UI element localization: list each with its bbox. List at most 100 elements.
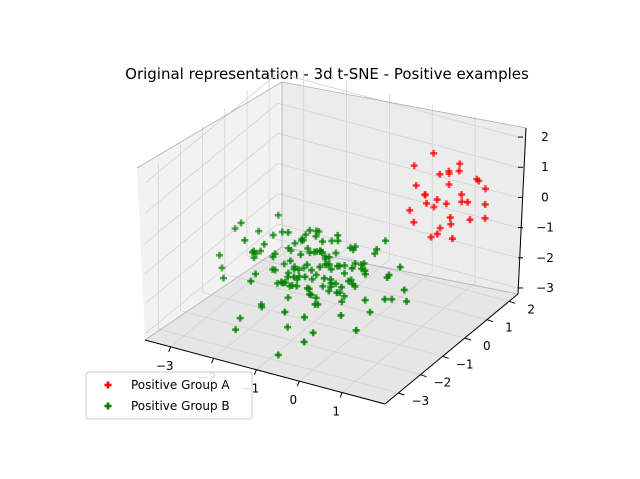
- group-b-point: [293, 282, 301, 290]
- group-b-point: [327, 265, 335, 273]
- y-grid-line: [158, 328, 399, 394]
- group-b-point: [396, 263, 404, 271]
- z-tick-label: 1: [541, 160, 549, 174]
- group-b-point: [403, 297, 411, 305]
- group-a-point: [473, 175, 481, 183]
- group-b-point: [352, 326, 360, 334]
- x-tick-label: 0: [289, 393, 297, 407]
- group-b-point: [303, 284, 311, 292]
- z-tick-label: −1: [536, 221, 554, 235]
- group-b-point: [284, 269, 292, 277]
- group-b-point: [347, 276, 355, 284]
- group-a-point: [466, 216, 474, 224]
- group-b-point: [247, 277, 255, 285]
- group-b-point: [320, 274, 328, 282]
- z-grid-line: [144, 223, 279, 335]
- group-b-point: [274, 211, 282, 219]
- group-b-point: [286, 257, 294, 265]
- x-grid-line: [299, 270, 433, 382]
- group-b-point: [327, 283, 335, 291]
- group-b-point: [300, 338, 308, 346]
- group-b-point: [252, 249, 260, 257]
- group-b-point: [340, 292, 348, 300]
- y-axis-line: [384, 293, 519, 405]
- group-a-point: [421, 191, 429, 199]
- group-b-point: [312, 232, 320, 240]
- group-b-point: [361, 266, 369, 274]
- group-b-point: [297, 251, 305, 259]
- legend-marker-group-a: [104, 381, 112, 389]
- group-b-point: [302, 231, 310, 239]
- z-grid-line: [277, 72, 519, 138]
- group-b-point: [260, 240, 268, 248]
- group-a-point: [442, 200, 450, 208]
- y-tick-mark: [398, 392, 405, 396]
- group-b-point: [248, 248, 256, 256]
- group-a-point: [455, 167, 463, 175]
- group-b-point: [325, 287, 333, 295]
- group-b-point: [284, 273, 292, 281]
- group-b-point: [332, 280, 340, 288]
- y-tick-label: −3: [411, 394, 429, 408]
- group-b-point: [218, 264, 226, 272]
- x-tick-mark: [211, 358, 215, 364]
- y-tick-label: −1: [456, 357, 474, 371]
- group-b-point: [293, 275, 301, 283]
- z-grid-line: [277, 102, 519, 168]
- group-b-point: [287, 247, 295, 255]
- group-a-point: [481, 200, 489, 208]
- group-a-point: [430, 149, 438, 157]
- group-b-point: [281, 308, 289, 316]
- group-b-point: [304, 245, 312, 253]
- group-b-point: [280, 260, 288, 268]
- group-b-point: [360, 259, 368, 267]
- group-b-point: [312, 271, 320, 279]
- legend-marker-b: [104, 402, 112, 410]
- scatter-points: [215, 149, 489, 359]
- group-a-point: [410, 218, 418, 226]
- group-a-point: [445, 170, 453, 178]
- group-b-point: [215, 251, 223, 259]
- group-b-point: [371, 250, 379, 258]
- legend-box: [85, 371, 253, 420]
- group-b-point: [278, 228, 286, 236]
- x-tick-label: −3: [156, 359, 174, 373]
- group-b-point: [383, 274, 391, 282]
- group-b-point: [295, 266, 303, 274]
- z-grid-line: [277, 133, 519, 198]
- group-b-point: [341, 269, 349, 277]
- group-a-point: [423, 199, 431, 207]
- group-b-point: [328, 237, 336, 245]
- group-b-point: [338, 298, 346, 306]
- group-b-point: [274, 351, 282, 359]
- group-a-point: [481, 185, 489, 193]
- group-b-point: [285, 244, 293, 252]
- legend-label-group-b: Positive Group B: [131, 399, 230, 413]
- group-a-point: [433, 196, 441, 204]
- group-b-point: [291, 239, 299, 247]
- group-a-point: [458, 198, 466, 206]
- group-a-point: [448, 235, 456, 243]
- group-a-point: [427, 233, 435, 241]
- group-b-point: [351, 282, 359, 290]
- legend-marker-group-b: [104, 402, 112, 410]
- group-b-point: [255, 227, 263, 235]
- group-a-point: [464, 198, 472, 206]
- group-a-point: [456, 160, 464, 168]
- y-tick-mark: [508, 300, 516, 304]
- group-b-point: [286, 282, 294, 290]
- group-b-point: [301, 273, 309, 281]
- group-b-point: [284, 228, 292, 236]
- group-b-point: [219, 274, 227, 282]
- group-b-point: [322, 255, 330, 263]
- group-b-point: [341, 262, 349, 270]
- x-tick-mark: [296, 380, 300, 387]
- group-b-point: [269, 265, 277, 273]
- group-b-point: [319, 282, 327, 290]
- group-b-point: [333, 289, 341, 297]
- group-b-point: [252, 270, 260, 278]
- x-tick-mark: [168, 346, 172, 353]
- group-b-point: [332, 249, 340, 257]
- legend-marker-a: [104, 381, 112, 389]
- x-axis-line: [144, 339, 386, 405]
